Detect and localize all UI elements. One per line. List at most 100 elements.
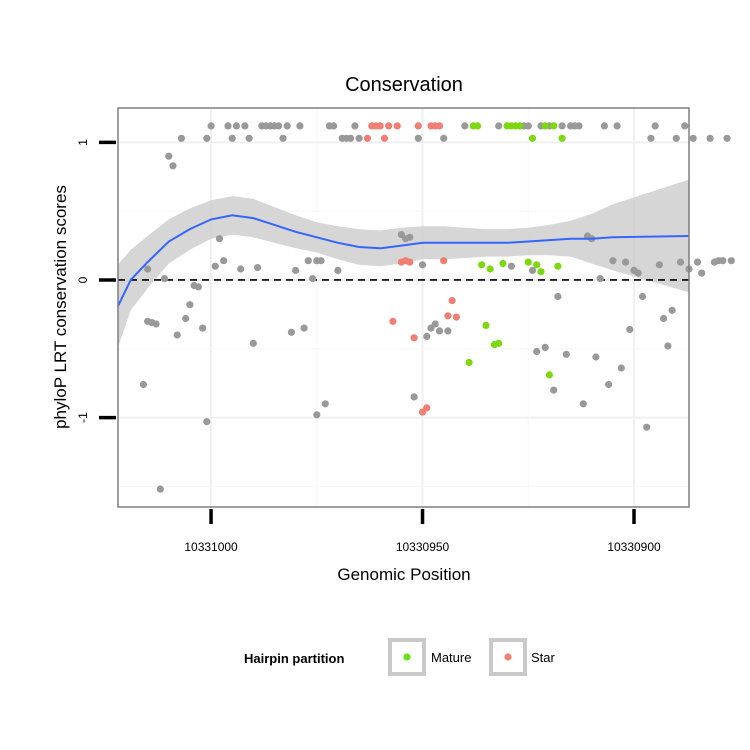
point-other (186, 301, 193, 308)
point-other (681, 122, 688, 129)
point-other (525, 122, 532, 129)
y-tick-label: 1 (76, 139, 90, 146)
point-mature (474, 122, 481, 129)
point-other (652, 122, 659, 129)
point-other (461, 122, 468, 129)
point-other (178, 135, 185, 142)
point-other (639, 293, 646, 300)
legend-entry-mature: Mature (390, 640, 471, 674)
point-other (643, 424, 650, 431)
point-other (423, 333, 430, 340)
point-other (614, 122, 621, 129)
point-other (415, 135, 422, 142)
point-other (575, 122, 582, 129)
point-other (626, 326, 633, 333)
point-star (389, 318, 396, 325)
point-other (284, 122, 291, 129)
point-star (364, 135, 371, 142)
point-other (347, 135, 354, 142)
point-other (656, 261, 663, 268)
y-tick-label: -1 (76, 412, 90, 423)
point-other (229, 135, 236, 142)
point-star (377, 122, 384, 129)
point-mature (554, 263, 561, 270)
point-other (436, 327, 443, 334)
point-other (601, 122, 608, 129)
point-other (313, 411, 320, 418)
point-other (292, 267, 299, 274)
point-other (275, 122, 282, 129)
point-other (647, 135, 654, 142)
point-other (508, 263, 515, 270)
point-other (216, 235, 223, 242)
point-other (203, 135, 210, 142)
point-star (453, 314, 460, 321)
point-other (563, 351, 570, 358)
point-other (618, 364, 625, 371)
point-other (161, 275, 168, 282)
point-other (495, 122, 502, 129)
point-mature (478, 261, 485, 268)
legend-label-mature: Mature (431, 650, 471, 665)
point-star (415, 122, 422, 129)
point-other (669, 307, 676, 314)
point-mature (550, 122, 557, 129)
point-mature (525, 259, 532, 266)
point-mature (533, 261, 540, 268)
x-tick-label: 10330900 (607, 540, 661, 554)
point-other (542, 344, 549, 351)
point-star (444, 312, 451, 319)
legend-label-star: Star (531, 650, 556, 665)
point-star (381, 135, 388, 142)
point-other (195, 283, 202, 290)
point-other (224, 122, 231, 129)
point-other (334, 267, 341, 274)
point-other (728, 257, 735, 264)
point-other (309, 275, 316, 282)
point-other (305, 257, 312, 264)
point-mature (495, 340, 502, 347)
legend: Hairpin partition Mature Star (244, 640, 556, 674)
point-other (246, 135, 253, 142)
point-other (440, 135, 447, 142)
x-axis: 10331000 10330950 10330900 (184, 509, 661, 554)
point-star (440, 257, 447, 264)
point-other (254, 264, 261, 271)
point-other (233, 122, 240, 129)
chart-title: Conservation (345, 74, 463, 96)
point-mature (546, 371, 553, 378)
point-star (385, 122, 392, 129)
point-other (279, 135, 286, 142)
point-other (241, 122, 248, 129)
point-other (144, 265, 151, 272)
point-star (449, 297, 456, 304)
point-other (622, 259, 629, 266)
point-other (432, 320, 439, 327)
x-tick-label: 10330950 (396, 540, 450, 554)
point-star (436, 122, 443, 129)
x-axis-title: Genomic Position (337, 565, 470, 584)
point-other (165, 153, 172, 160)
point-other (212, 263, 219, 270)
point-other (673, 135, 680, 142)
point-other (724, 135, 731, 142)
point-other (550, 387, 557, 394)
legend-title: Hairpin partition (244, 651, 344, 666)
point-other (203, 418, 210, 425)
point-other (664, 342, 671, 349)
point-other (609, 257, 616, 264)
point-other (719, 257, 726, 264)
point-mature (516, 122, 523, 129)
point-other (677, 259, 684, 266)
y-axis: -101 (76, 139, 116, 423)
point-other (444, 327, 451, 334)
point-other (208, 122, 215, 129)
point-other (296, 122, 303, 129)
point-other (605, 381, 612, 388)
point-other (554, 293, 561, 300)
point-other (330, 122, 337, 129)
point-other (698, 270, 705, 277)
point-other (140, 381, 147, 388)
point-mature (487, 265, 494, 272)
legend-entry-star: Star (491, 640, 556, 674)
